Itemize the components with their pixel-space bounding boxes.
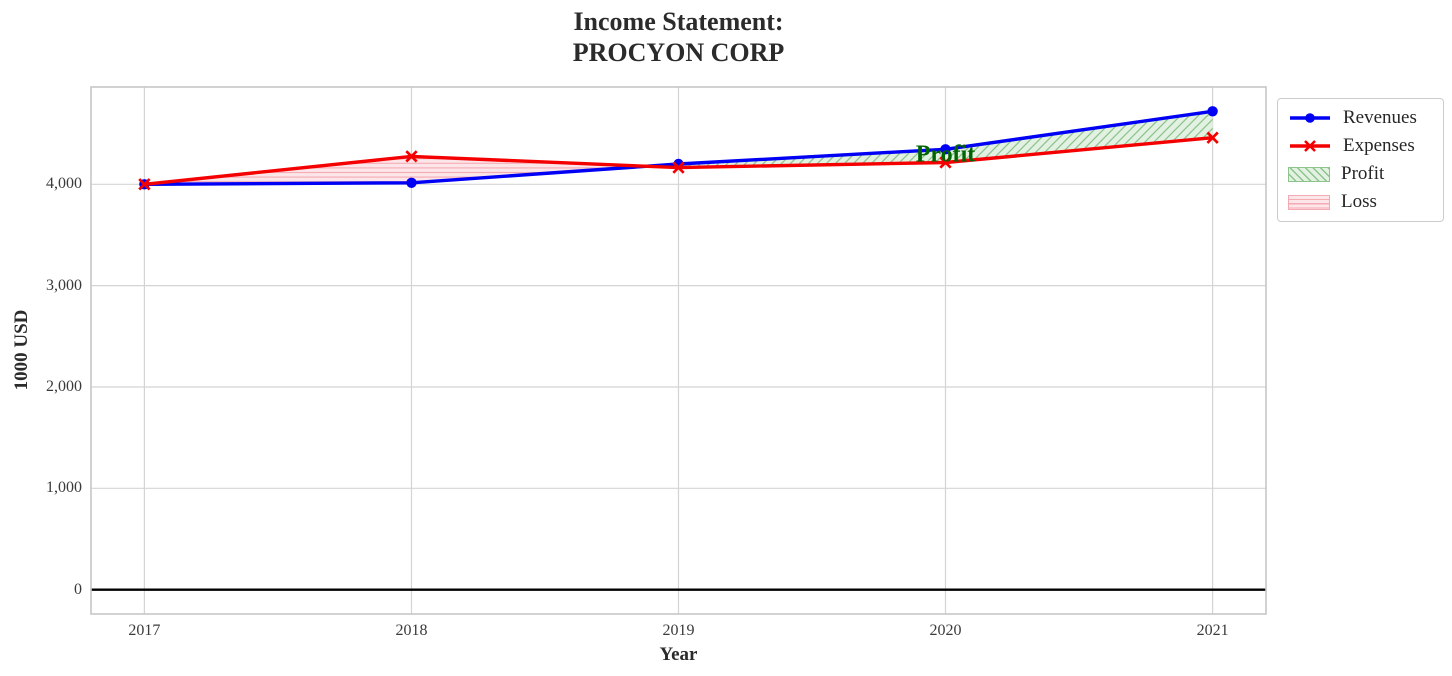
x-axis-label: Year	[659, 644, 698, 665]
chart-title-line1: Income Statement:	[573, 7, 784, 36]
y-tick-label: 2,000	[46, 378, 82, 395]
expenses-marker	[672, 161, 685, 174]
revenues-marker	[940, 144, 951, 155]
chart-title-line2: PROCYON CORP	[572, 38, 785, 67]
profit-hatch-swatch	[1288, 166, 1330, 182]
legend-item-revenues: Revenues	[1288, 105, 1433, 131]
legend-label-revenues: Revenues	[1343, 107, 1417, 128]
loss-hatch-swatch	[1288, 194, 1330, 210]
x-tick-label: 2018	[395, 622, 428, 639]
expenses-swatch-x-marker	[1304, 140, 1316, 152]
legend: Revenues Expenses Profit Loss	[1277, 98, 1444, 222]
x-tick-label: 2019	[662, 622, 695, 639]
plot-border	[90, 86, 1267, 615]
profit-fill-region	[646, 111, 1213, 168]
expenses-marker	[405, 150, 418, 163]
x-tick-label: 2021	[1196, 622, 1229, 639]
loss-fill-region	[144, 156, 647, 185]
expenses-marker	[138, 178, 151, 191]
y-tick-label: 0	[74, 580, 82, 598]
y-tick-label: 1,000	[46, 479, 82, 497]
chart-title: Income Statement: PROCYON CORP	[91, 6, 1266, 68]
legend-item-profit: Profit	[1288, 161, 1433, 187]
legend-label-expenses: Expenses	[1343, 135, 1415, 156]
revenues-line-swatch	[1290, 113, 1330, 123]
revenues-swatch-circle-marker	[1305, 113, 1315, 123]
expenses-marker	[939, 156, 952, 169]
revenues-marker	[1207, 106, 1218, 117]
legend-label-profit: Profit	[1341, 163, 1385, 184]
x-tick-label: 2017	[128, 622, 161, 639]
expenses-line-swatch	[1290, 140, 1330, 152]
x-tick-label: 2020	[929, 622, 962, 639]
legend-label-loss: Loss	[1341, 191, 1377, 212]
y-tick-label: 3,000	[46, 276, 82, 294]
y-tick-label: 4,000	[46, 175, 82, 193]
legend-item-expenses: Expenses	[1288, 133, 1433, 159]
expenses-marker	[1206, 131, 1219, 144]
profit-annotation: Profit	[915, 141, 976, 168]
legend-item-loss: Loss	[1288, 189, 1433, 215]
revenues-marker	[406, 177, 417, 188]
